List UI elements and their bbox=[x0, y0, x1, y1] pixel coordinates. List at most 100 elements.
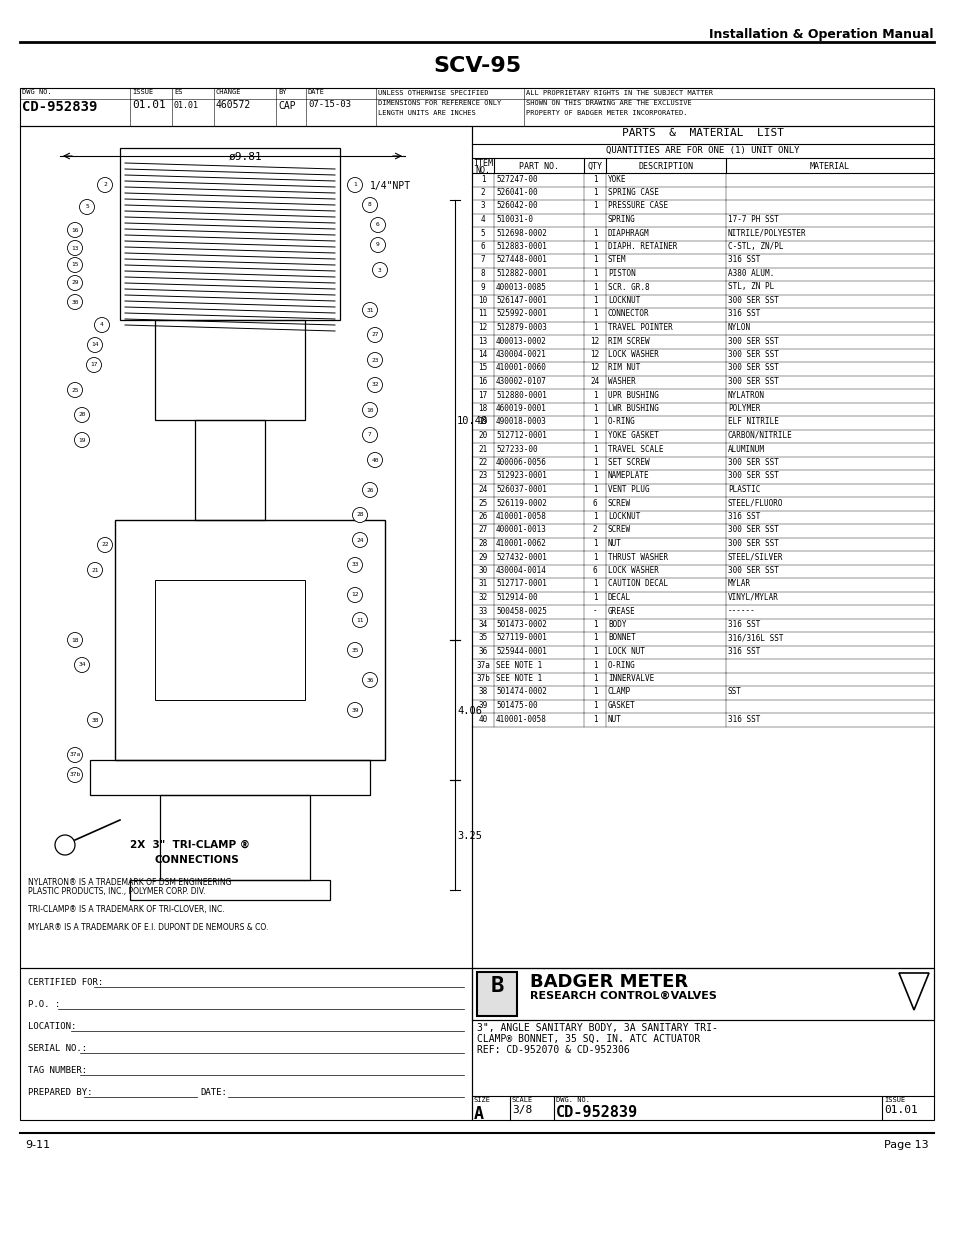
Circle shape bbox=[347, 642, 362, 657]
Text: STEEL/SILVER: STEEL/SILVER bbox=[727, 552, 782, 562]
Text: NYLATRON® IS A TRADEMARK OF DSM ENGINEERING: NYLATRON® IS A TRADEMARK OF DSM ENGINEER… bbox=[28, 878, 232, 887]
Text: B: B bbox=[490, 976, 503, 995]
Text: LOCATION:: LOCATION: bbox=[28, 1023, 76, 1031]
Text: 1: 1 bbox=[592, 634, 597, 642]
Text: CHANGE: CHANGE bbox=[215, 89, 241, 95]
Text: 37b: 37b bbox=[70, 773, 81, 778]
Text: 527247-00: 527247-00 bbox=[496, 174, 537, 184]
Text: 1: 1 bbox=[480, 174, 485, 184]
Text: 10.48: 10.48 bbox=[456, 416, 488, 426]
Text: 19: 19 bbox=[78, 437, 86, 442]
Text: 17-7 PH SST: 17-7 PH SST bbox=[727, 215, 778, 224]
Text: 1: 1 bbox=[592, 647, 597, 656]
Text: 512914-00: 512914-00 bbox=[496, 593, 537, 601]
Text: ES: ES bbox=[173, 89, 182, 95]
Text: 40: 40 bbox=[477, 715, 487, 724]
Text: LOCK WASHER: LOCK WASHER bbox=[607, 566, 659, 576]
Circle shape bbox=[68, 258, 82, 273]
Text: CONNECTOR: CONNECTOR bbox=[607, 310, 649, 319]
Text: 2: 2 bbox=[103, 183, 107, 188]
Bar bbox=[472, 968, 933, 1120]
Text: 37a: 37a bbox=[476, 661, 490, 669]
Circle shape bbox=[68, 767, 82, 783]
Text: 430004-0021: 430004-0021 bbox=[496, 350, 546, 359]
Text: 300 SER SST: 300 SER SST bbox=[727, 526, 778, 535]
Text: 29: 29 bbox=[71, 280, 79, 285]
Text: 400001-0013: 400001-0013 bbox=[496, 526, 546, 535]
Bar bbox=[120, 148, 339, 320]
Text: VENT PLUG: VENT PLUG bbox=[607, 485, 649, 494]
Text: 4: 4 bbox=[480, 215, 485, 224]
Text: O-RING: O-RING bbox=[607, 417, 635, 426]
Bar bbox=[160, 795, 310, 881]
Text: 527448-0001: 527448-0001 bbox=[496, 256, 546, 264]
Text: DECAL: DECAL bbox=[607, 593, 631, 601]
Bar bbox=[154, 320, 305, 420]
Text: 316 SST: 316 SST bbox=[727, 647, 760, 656]
Text: 15: 15 bbox=[477, 363, 487, 373]
Text: 1: 1 bbox=[592, 688, 597, 697]
Text: 1: 1 bbox=[592, 593, 597, 601]
Bar bbox=[130, 881, 330, 900]
Text: 23: 23 bbox=[371, 357, 378, 363]
Text: 24: 24 bbox=[477, 485, 487, 494]
Text: 1: 1 bbox=[592, 283, 597, 291]
Text: 22: 22 bbox=[477, 458, 487, 467]
Text: 1: 1 bbox=[592, 201, 597, 210]
Circle shape bbox=[352, 508, 367, 522]
Text: 300 SER SST: 300 SER SST bbox=[727, 350, 778, 359]
Text: 18: 18 bbox=[71, 637, 79, 642]
Text: 5: 5 bbox=[85, 205, 89, 210]
Bar bbox=[20, 126, 472, 968]
Text: NUT: NUT bbox=[607, 715, 621, 724]
Circle shape bbox=[362, 303, 377, 317]
Circle shape bbox=[367, 452, 382, 468]
Text: DWG NO.: DWG NO. bbox=[22, 89, 51, 95]
Circle shape bbox=[372, 263, 387, 278]
Text: GASKET: GASKET bbox=[607, 701, 635, 710]
Text: 9: 9 bbox=[480, 283, 485, 291]
Text: 22: 22 bbox=[101, 542, 109, 547]
Text: 34: 34 bbox=[477, 620, 487, 629]
Text: BONNET: BONNET bbox=[607, 634, 635, 642]
Text: 1: 1 bbox=[592, 390, 597, 399]
Text: 526042-00: 526042-00 bbox=[496, 201, 537, 210]
Text: DIAPHRAGM: DIAPHRAGM bbox=[607, 228, 649, 237]
Bar bbox=[476, 972, 517, 1016]
Text: 01.01: 01.01 bbox=[173, 101, 199, 110]
Bar bbox=[90, 760, 370, 795]
Text: STL, ZN PL: STL, ZN PL bbox=[727, 283, 774, 291]
Text: 12: 12 bbox=[477, 324, 487, 332]
Text: 1: 1 bbox=[592, 417, 597, 426]
Text: 2: 2 bbox=[480, 188, 485, 198]
Text: 316 SST: 316 SST bbox=[727, 715, 760, 724]
Text: UNLESS OTHERWISE SPECIFIED: UNLESS OTHERWISE SPECIFIED bbox=[377, 90, 488, 96]
Text: 512712-0001: 512712-0001 bbox=[496, 431, 546, 440]
Text: 1: 1 bbox=[592, 552, 597, 562]
Text: ALUMINUM: ALUMINUM bbox=[727, 445, 764, 453]
Text: 527119-0001: 527119-0001 bbox=[496, 634, 546, 642]
Text: 10: 10 bbox=[477, 296, 487, 305]
Text: YOKE: YOKE bbox=[607, 174, 626, 184]
Text: P.O. :: P.O. : bbox=[28, 1000, 60, 1009]
Text: 9: 9 bbox=[375, 242, 379, 247]
Text: 501473-0002: 501473-0002 bbox=[496, 620, 546, 629]
Text: 35: 35 bbox=[351, 647, 358, 652]
Circle shape bbox=[87, 357, 101, 373]
Text: 3/8: 3/8 bbox=[512, 1105, 532, 1115]
Text: STEEL/FLUORO: STEEL/FLUORO bbox=[727, 499, 782, 508]
Circle shape bbox=[88, 713, 102, 727]
Circle shape bbox=[362, 483, 377, 498]
Text: MYLAR® IS A TRADEMARK OF E.I. DUPONT DE NEMOURS & CO.: MYLAR® IS A TRADEMARK OF E.I. DUPONT DE … bbox=[28, 923, 268, 932]
Text: RIM NUT: RIM NUT bbox=[607, 363, 639, 373]
Circle shape bbox=[370, 237, 385, 252]
Text: 410001-0060: 410001-0060 bbox=[496, 363, 546, 373]
Text: 1: 1 bbox=[592, 228, 597, 237]
Text: 400013-0085: 400013-0085 bbox=[496, 283, 546, 291]
Circle shape bbox=[68, 222, 82, 237]
Circle shape bbox=[68, 275, 82, 290]
Circle shape bbox=[68, 241, 82, 256]
Text: NYLON: NYLON bbox=[727, 324, 750, 332]
Text: 1: 1 bbox=[592, 715, 597, 724]
Text: SPRING CASE: SPRING CASE bbox=[607, 188, 659, 198]
